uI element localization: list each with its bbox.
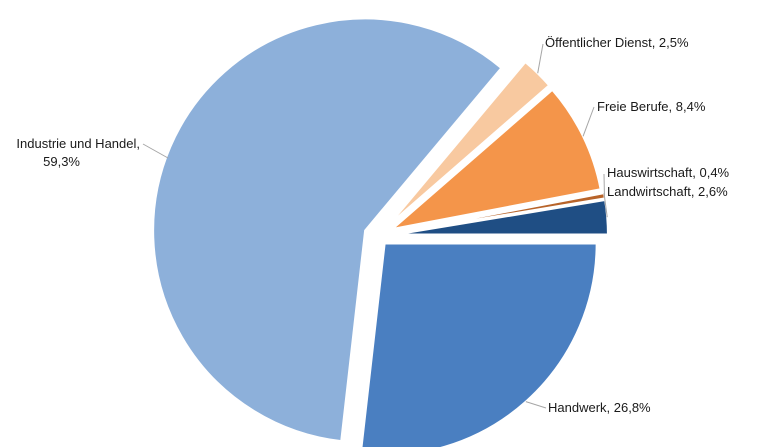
leader-lines <box>142 43 608 409</box>
label-landwirtschaft: Landwirtschaft, 2,6% <box>607 184 728 199</box>
label-hauswirtschaft: Hauswirtschaft, 0,4% <box>607 165 730 180</box>
label-handwerk: Handwerk, 26,8% <box>548 400 651 415</box>
leader-line <box>142 143 169 159</box>
label-industrie-und-handel-line2: 59,3% <box>43 154 80 169</box>
label-freie-berufe: Freie Berufe, 8,4% <box>597 99 706 114</box>
leader-line <box>537 43 544 74</box>
slice-labels: Handwerk, 26,8% Industrie und Handel, 59… <box>16 35 729 415</box>
leader-line <box>603 192 608 218</box>
label-oeffentlicher-dienst: Öffentlicher Dienst, 2,5% <box>545 35 689 50</box>
pie-slices <box>152 17 609 447</box>
slice-industrie-und-handel <box>152 17 503 443</box>
slice-handwerk <box>360 242 598 447</box>
leader-line <box>525 401 547 409</box>
label-industrie-und-handel: Industrie und Handel, <box>16 136 140 151</box>
leader-line <box>582 106 595 137</box>
